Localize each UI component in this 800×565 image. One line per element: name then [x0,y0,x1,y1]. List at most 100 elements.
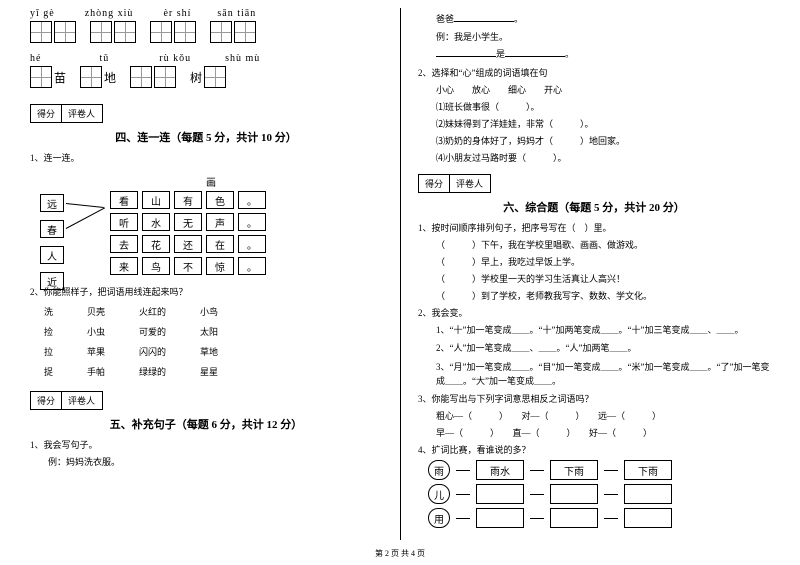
expand-head: 雨 [428,460,450,480]
q6-1-item: （ ）下午，我在学校里唱歌、画画、做游戏。 [436,238,770,251]
char-grid [30,21,52,43]
expand-cell [624,508,672,528]
match-cell: 苹果 [87,345,105,358]
connector [456,494,470,495]
connector [456,470,470,471]
word-box: 鸟 [142,257,170,275]
expand-cell: 雨水 [476,460,524,480]
word-box: 山 [142,191,170,209]
score-box: 得分 评卷人 [30,391,103,410]
match-table: 洗贝壳火红的小鸟 捡小虫可爱的太阳 拉苹果闪闪的草地 捉手帕绿绿的星星 [30,305,382,378]
label-text: 是 [496,49,505,59]
word-box: 还 [174,235,202,253]
match-cell: 太阳 [200,325,218,338]
pinyin-label: rù kǒu [159,53,191,64]
pinyin-row-1: yī gè zhòng xiù èr shí sān tiān [30,8,382,19]
connector [604,518,618,519]
word-box: 来 [110,257,138,275]
word-box: 。 [238,235,266,253]
left-column: yī gè zhòng xiù èr shí sān tiān hé tǔ rù… [0,0,400,565]
pinyin-label: shù mù [225,53,260,64]
char-grid [234,21,256,43]
connect-left-box: 近 [40,272,64,290]
word-box: 。 [238,257,266,275]
word-box: 。 [238,213,266,231]
word-box: 不 [174,257,202,275]
word-box: 去 [110,235,138,253]
match-cell: 火红的 [139,305,166,318]
word-box: 有 [174,191,202,209]
expand-cell [550,484,598,504]
connector [604,494,618,495]
reviewer-label: 评卷人 [450,175,490,192]
word-box: 声 [206,213,234,231]
sentence-row: 看 山 有 色 。 [110,191,382,209]
question-6-1: 1、按时间顺序排列句子，把序号写在（ ）里。 [418,221,770,234]
score-box: 得分 评卷人 [418,174,491,193]
question-6-3: 3、你能写出与下列字词意思相反之词语吗？ [418,392,770,405]
char-grid [54,21,76,43]
q6-2-line: 3、“月”加一笔变成＿＿。“目”加一笔变成＿＿。“米”加一笔变成＿＿。“了”加一… [436,360,770,389]
xin-item: ⑶奶奶的身体好了，妈妈才（ ）地回家。 [436,134,770,147]
char-grid [90,21,112,43]
expand-cell [476,508,524,528]
match-cell: 洗 [44,305,53,318]
match-cell: 拉 [44,345,53,358]
match-cell: 星星 [200,365,218,378]
connector [530,494,544,495]
q6-3-line: 粗心—（ ） 对—（ ） 远—（ ） [436,409,770,422]
reviewer-label: 评卷人 [62,392,102,409]
connect-diagram: 画 远 春 人 近 看 山 有 色 。 听 水 无 [30,168,382,281]
xin-words: 小心 放心 细心 开心 [436,83,770,96]
section-5-title: 五、补充句子（每题 6 分，共计 12 分） [30,416,382,432]
fill-line: 爸爸。 [436,12,770,26]
question-4-2: 2、你能照样子，把词语用线连起来吗？ [30,285,382,298]
expand-head: 儿 [428,484,450,504]
expand-cell [476,484,524,504]
pinyin-label: hé [30,53,41,64]
q6-2-line: 1、“十”加一笔变成＿＿。“十”加两笔变成＿＿。“十”加三笔变成＿＿、＿＿。 [436,323,770,337]
connector [604,470,618,471]
word-box: 无 [174,213,202,231]
expand-head: 用 [428,508,450,528]
word-box: 花 [142,235,170,253]
example-text: 例：妈妈洗衣服。 [48,455,382,468]
char-grid [154,66,176,88]
char-grid [204,66,226,88]
pinyin-label: èr shí [163,8,191,19]
match-cell: 闪闪的 [139,345,166,358]
question-5-1: 1、我会写句子。 [30,438,382,451]
xin-item: ⑵妹妹得到了洋娃娃，非常（ ）。 [436,117,770,130]
question-4-1: 1、连一连。 [30,151,382,164]
xin-item: ⑷小朋友过马路时要（ ）。 [436,151,770,164]
connector [530,518,544,519]
connect-line [66,207,105,229]
char-grid [30,66,52,88]
char-grid [80,66,102,88]
blank [505,47,565,57]
word-box: 色 [206,191,234,209]
sentence-row: 去 花 还 在 。 [110,235,382,253]
blank [454,12,514,22]
match-cell: 草地 [200,345,218,358]
word-box: 水 [142,213,170,231]
pinyin-label: yī gè [30,8,55,19]
sentence-row: 来 鸟 不 惊 。 [110,257,382,275]
match-cell: 绿绿的 [139,365,166,378]
match-cell: 小虫 [87,325,105,338]
score-box: 得分 评卷人 [30,104,103,123]
reviewer-label: 评卷人 [62,105,102,122]
word-box: 。 [238,191,266,209]
connect-header: 画 [40,174,382,189]
question-xin: 2、选择和“心”组成的词语填在句 [418,66,770,79]
expand-row: 用 [428,508,770,528]
pinyin-label: tǔ [99,53,109,64]
blank [436,47,496,57]
expand-row: 儿 [428,484,770,504]
score-label: 得分 [419,175,450,192]
match-cell: 贝壳 [87,305,105,318]
pinyin-label: sān tiān [217,8,256,19]
question-6-4: 4、扩词比赛，看谁说的多？ [418,443,770,456]
example-text: 例：我是小学生。 [436,30,770,43]
q6-1-item: （ ）早上，我吃过早饭上学。 [436,255,770,268]
